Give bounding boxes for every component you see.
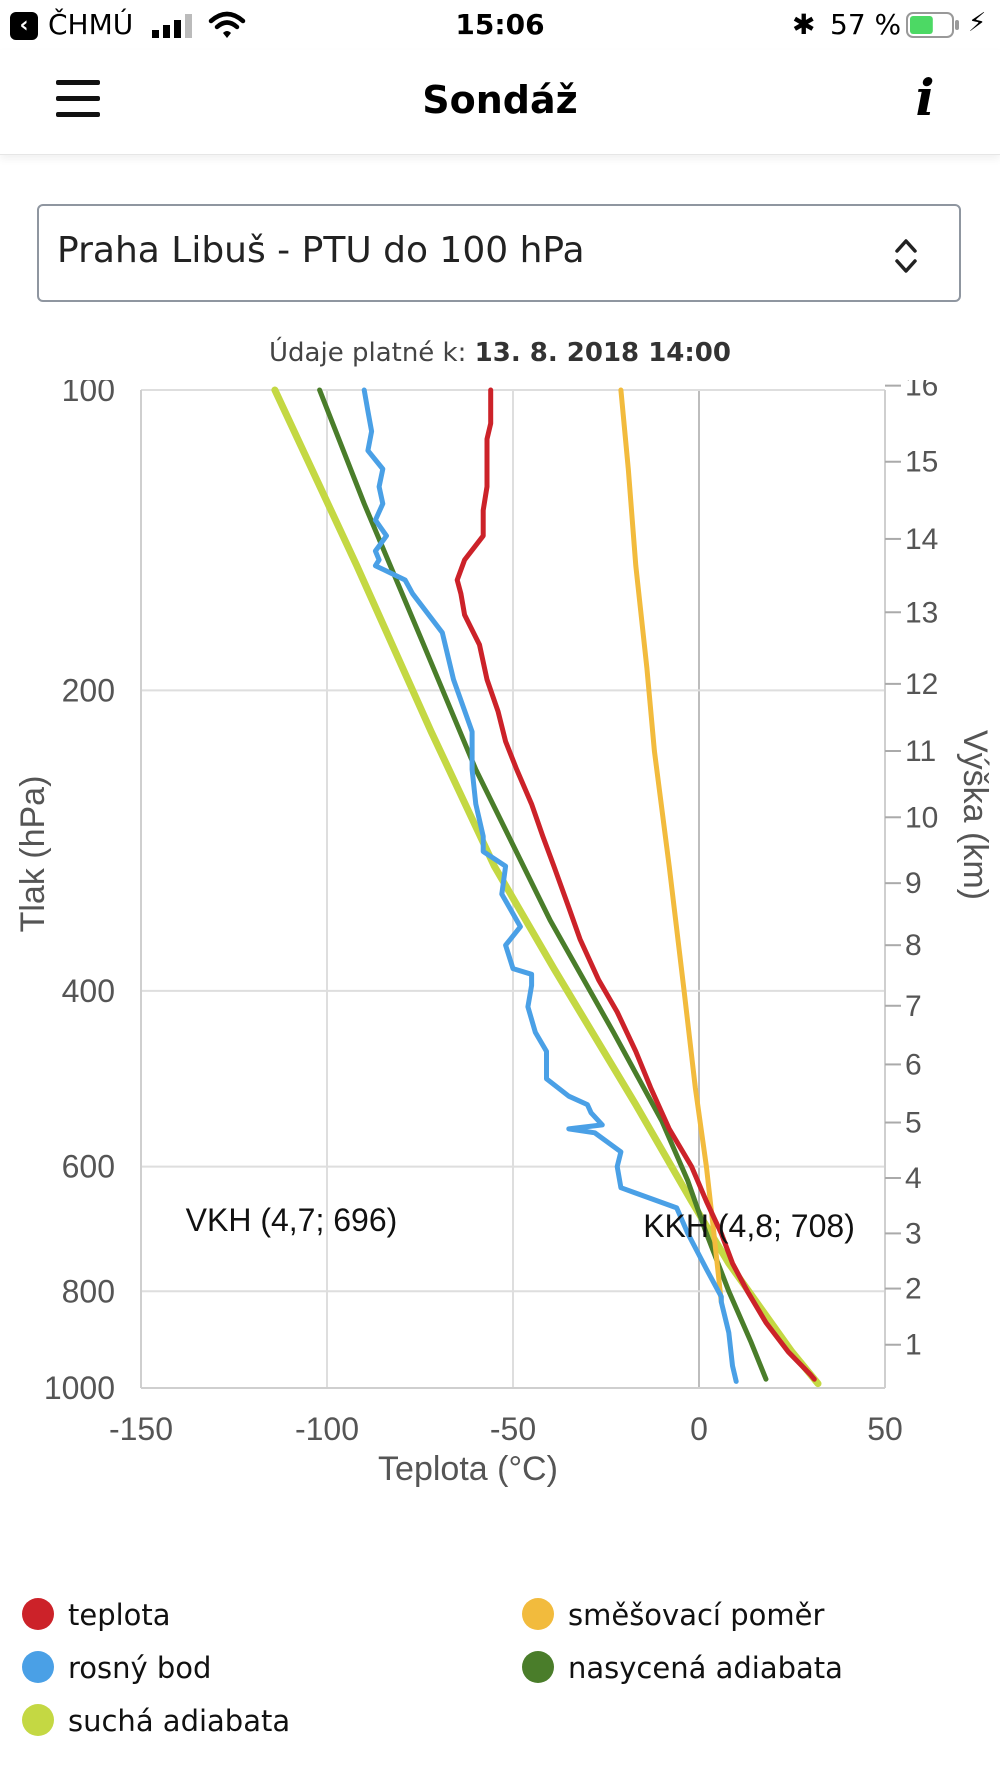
bluetooth-icon: ✱: [792, 8, 816, 41]
app-header: Sondáž i: [0, 50, 1000, 155]
battery-percent: 57 %: [830, 8, 902, 41]
legend-swatch: [22, 1598, 54, 1630]
y2-tick-label: 9: [905, 867, 922, 900]
y-tick-label: 400: [62, 973, 115, 1009]
y2-tick-label: 2: [905, 1273, 922, 1306]
valid-time-value: 13. 8. 2018 14:00: [474, 338, 731, 368]
legend-swatch: [522, 1651, 554, 1683]
mixing-ratio-line: [618, 387, 724, 1305]
x-tick-label: 50: [867, 1411, 903, 1447]
y2-tick-label: 6: [905, 1048, 922, 1081]
annotation-kkh: KKH (4,8; 708): [643, 1208, 855, 1244]
back-app-icon[interactable]: ‹: [10, 12, 38, 40]
y2-tick-label: 15: [905, 446, 938, 479]
annotation-vkh: VKH (4,7; 696): [186, 1202, 398, 1238]
y2-tick-label: 16: [905, 380, 938, 403]
cellular-signal-icon: [152, 14, 192, 38]
status-bar: ‹ ČHMÚ 15:06 ✱ 57 % ⚡: [0, 0, 1000, 50]
info-icon[interactable]: i: [915, 68, 935, 127]
carrier-name: ČHMÚ: [48, 8, 134, 41]
y2-tick-label: 5: [905, 1107, 922, 1140]
x-axis-title: Teplota (°C): [378, 1450, 558, 1488]
legend-label: suchá adiabata: [68, 1704, 291, 1738]
y-axis-title: Tlak (hPa): [14, 776, 52, 933]
y2-tick-label: 4: [905, 1162, 922, 1195]
temperature-line: [454, 387, 817, 1382]
y-tick-label: 200: [62, 672, 115, 708]
valid-time-label: Údaje platné k:: [269, 338, 467, 368]
dewpoint-line: [361, 387, 739, 1384]
y-tick-label: 100: [62, 380, 115, 408]
y-tick-label: 600: [62, 1149, 115, 1185]
station-select[interactable]: Praha Libuš - PTU do 100 hPa: [37, 204, 961, 302]
y2-tick-label: 14: [905, 523, 938, 556]
wifi-icon: [208, 11, 246, 38]
y2-tick-label: 12: [905, 668, 938, 701]
legend-swatch: [22, 1704, 54, 1736]
up-down-chevron-icon: [895, 239, 917, 273]
page-title: Sondáž: [422, 78, 578, 122]
x-tick-label: -50: [490, 1411, 536, 1447]
y2-tick-label: 7: [905, 990, 922, 1023]
hamburger-menu-icon[interactable]: [56, 80, 100, 120]
y2-axis-title: Výška (km): [956, 730, 994, 900]
battery-icon: [906, 12, 959, 38]
legend-label: nasycená adiabata: [568, 1651, 843, 1685]
y-tick-label: 800: [62, 1273, 115, 1309]
legend-label: rosný bod: [68, 1651, 212, 1685]
x-tick-label: 0: [690, 1411, 708, 1447]
station-select-value: Praha Libuš - PTU do 100 hPa: [57, 230, 585, 271]
y2-tick-label: 8: [905, 929, 922, 962]
y2-tick-label: 10: [905, 801, 938, 834]
y2-tick-label: 3: [905, 1217, 922, 1250]
legend-swatch: [22, 1651, 54, 1683]
status-time: 15:06: [455, 8, 545, 41]
legend-label: směšovací poměr: [568, 1598, 825, 1632]
charging-icon: ⚡: [968, 8, 987, 38]
chart-legend: teplota rosný bod suchá adiabata směšovací …: [0, 1595, 1000, 1765]
legend-label: teplota: [68, 1598, 171, 1632]
x-tick-label: -150: [109, 1411, 173, 1447]
valid-time: Údaje platné k: 13. 8. 2018 14:00: [0, 338, 1000, 368]
x-tick-label: -100: [295, 1411, 359, 1447]
y2-tick-label: 13: [905, 596, 938, 629]
y2-tick-label: 11: [905, 735, 936, 768]
moist-adiabat-line: [317, 387, 769, 1382]
legend-swatch: [522, 1598, 554, 1630]
y-tick-label: 1000: [44, 1370, 115, 1406]
y2-tick-label: 1: [905, 1329, 922, 1362]
dry-adiabat-line: [271, 386, 822, 1388]
